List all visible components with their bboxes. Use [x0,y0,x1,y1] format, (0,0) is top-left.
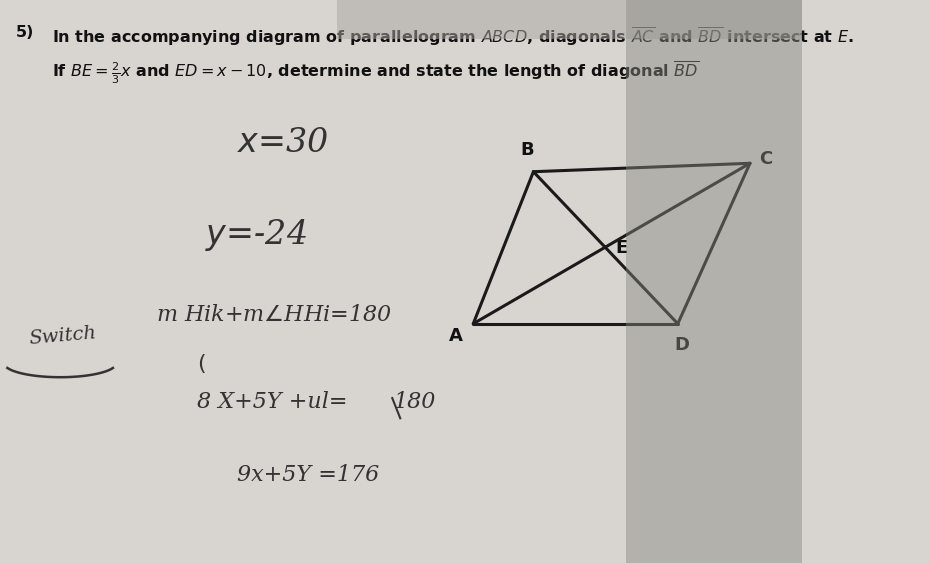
Text: $\mathit{y}$=-24: $\mathit{y}$=-24 [205,217,306,253]
Text: E: E [616,239,628,257]
Bar [626,0,803,563]
Text: D: D [674,336,689,354]
Text: In the accompanying diagram of parallelogram $ABCD$, diagonals $\overline{AC}$ a: In the accompanying diagram of parallelo… [52,25,854,48]
Text: Switch: Switch [28,324,97,347]
Text: m Hik+m$\angle$HHi=180: m Hik+m$\angle$HHi=180 [156,304,392,326]
Text: 9x+5Y =176: 9x+5Y =176 [236,464,379,486]
Text: A: A [448,327,462,345]
Bar [337,0,803,39]
Text: $\mathit{(}$: $\mathit{(}$ [196,352,206,375]
Text: If $BE = \frac{2}{3}x$ and $ED = x - 10$, determine and state the length of diag: If $BE = \frac{2}{3}x$ and $ED = x - 10$… [52,59,699,86]
Text: C: C [760,150,773,168]
Text: 8 X+5Y +ul=: 8 X+5Y +ul= [196,391,347,413]
Text: 5): 5) [16,25,34,41]
Text: B: B [520,141,534,159]
Text: 180: 180 [393,391,435,413]
Text: $\mathit{x}$=30: $\mathit{x}$=30 [236,127,328,159]
